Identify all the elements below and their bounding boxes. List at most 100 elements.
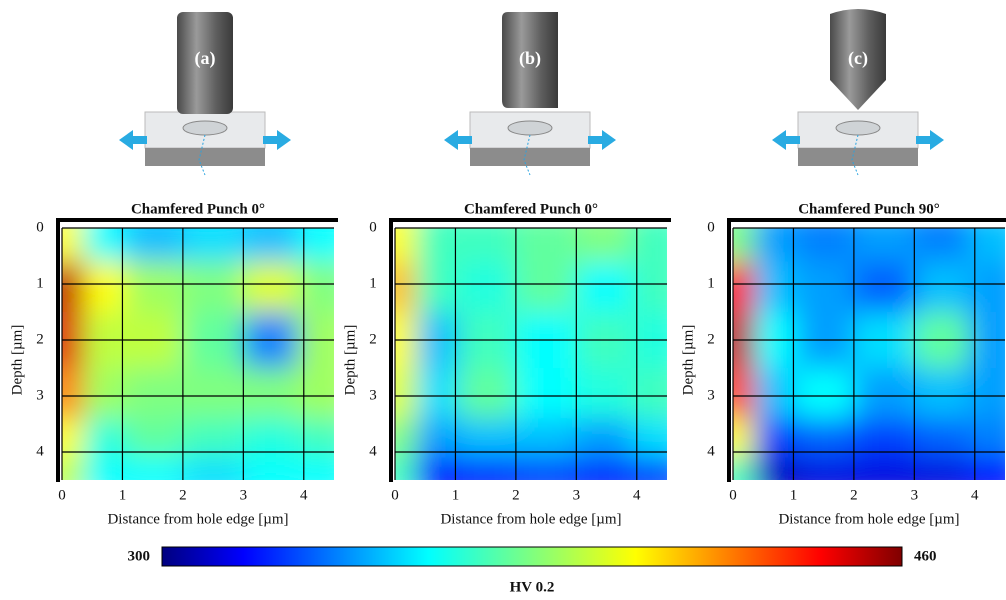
hardness-cell: [754, 261, 798, 313]
colorbar-label: HV 0.2: [510, 579, 555, 595]
hardness-cell: [243, 368, 299, 420]
y-tick-label: 4: [369, 443, 377, 459]
hardness-cell: [62, 261, 85, 313]
hardness-cell: [416, 457, 460, 480]
x-tick-label: 0: [58, 487, 66, 503]
hardness-cell: [297, 457, 334, 480]
hardness-cell: [458, 368, 517, 420]
y-axis-title: Depth [µm]: [680, 325, 696, 396]
illustration-b: [443, 12, 617, 176]
hardness-cell: [182, 261, 245, 313]
hardness-cell: [515, 457, 578, 480]
hardness-cell: [754, 228, 798, 263]
x-tick-label: 0: [391, 487, 399, 503]
hardness-cell: [630, 261, 667, 313]
hardness-cell: [83, 457, 127, 480]
frame: [389, 218, 671, 482]
x-tick-label: 4: [971, 487, 979, 503]
hardness-cell: [733, 228, 756, 263]
hardness-cell: [395, 418, 418, 459]
y-tick-label: 0: [36, 219, 44, 235]
hardness-cell: [914, 261, 970, 313]
y-tick-label: 1: [369, 275, 377, 291]
y-tick-label: 4: [707, 443, 715, 459]
contour-fill: [62, 228, 334, 480]
hardness-cell: [853, 368, 916, 420]
hardness-cell: [853, 457, 916, 480]
hardness-cell: [733, 368, 756, 420]
y-tick-label: 1: [707, 275, 715, 291]
y-tick-label: 2: [707, 331, 715, 347]
hardness-cell: [515, 261, 578, 313]
y-tick-label: 2: [369, 331, 377, 347]
hardness-cell: [515, 228, 578, 263]
illustration-a: [118, 12, 292, 176]
y-tick-label: 4: [36, 443, 44, 459]
hardness-cell: [796, 368, 855, 420]
hardness-cell: [62, 457, 85, 480]
hardness-cell: [853, 228, 916, 263]
hardness-cell: [125, 457, 184, 480]
hardness-cell: [243, 228, 299, 263]
x-tick-label: 2: [850, 487, 858, 503]
x-tick-label: 1: [452, 487, 460, 503]
y-tick-label: 3: [707, 387, 715, 403]
contour-fill: [395, 228, 667, 480]
y-axis-title: Depth [µm]: [9, 325, 25, 396]
hardness-cell: [395, 228, 418, 263]
hardness-cell: [733, 261, 756, 313]
x-tick-label: 0: [729, 487, 737, 503]
hardness-cell: [416, 228, 460, 263]
hardness-cell: [182, 457, 245, 480]
frame: [56, 218, 338, 482]
y-tick-label: 0: [707, 219, 715, 235]
y-tick-label: 0: [369, 219, 377, 235]
x-tick-label: 4: [633, 487, 641, 503]
contour-field: [395, 228, 667, 480]
x-tick-label: 1: [119, 487, 127, 503]
colorbar: [161, 546, 903, 567]
colorbar-min: 300: [128, 548, 151, 564]
x-tick-label: 3: [240, 487, 248, 503]
hardness-cell: [125, 261, 184, 313]
panel-label: (b): [519, 48, 541, 69]
hardness-cell: [83, 368, 127, 420]
hardness-cell: [416, 261, 460, 313]
x-tick-label: 1: [790, 487, 798, 503]
panel-label: (a): [195, 48, 216, 69]
hardness-cell: [182, 368, 245, 420]
x-tick-label: 2: [512, 487, 520, 503]
hardness-cell: [83, 261, 127, 313]
x-axis-title: Distance from hole edge [µm]: [778, 511, 959, 527]
x-tick-label: 4: [300, 487, 308, 503]
hardness-cell: [62, 418, 85, 459]
hardness-cell: [83, 228, 127, 263]
hardness-cell: [576, 368, 632, 420]
hardness-cell: [914, 368, 970, 420]
hardness-cell: [395, 261, 418, 313]
hardness-cell: [416, 368, 460, 420]
hardness-cell: [968, 457, 1005, 480]
hardness-cell: [853, 261, 916, 313]
x-tick-label: 3: [911, 487, 919, 503]
contour-field: [733, 228, 1005, 480]
contour-fill: [733, 228, 1005, 480]
contour-field: [62, 228, 334, 480]
y-tick-label: 3: [36, 387, 44, 403]
hardness-cell: [297, 261, 334, 313]
chart-title: Chamfered Punch 90°: [798, 201, 940, 217]
x-axis-title: Distance from hole edge [µm]: [107, 511, 288, 527]
hardness-cell: [630, 457, 667, 480]
y-tick-label: 2: [36, 331, 44, 347]
x-tick-label: 2: [179, 487, 187, 503]
frame: [727, 218, 1006, 482]
hardness-cell: [630, 368, 667, 420]
hardness-cell: [796, 261, 855, 313]
hardness-cell: [914, 457, 970, 480]
hardness-cell: [182, 228, 245, 263]
hardness-cell: [458, 457, 517, 480]
hardness-cell: [395, 368, 418, 420]
hardness-cell: [576, 261, 632, 313]
hardness-cell: [458, 228, 517, 263]
chart-title: Chamfered Punch 0°: [464, 201, 598, 217]
